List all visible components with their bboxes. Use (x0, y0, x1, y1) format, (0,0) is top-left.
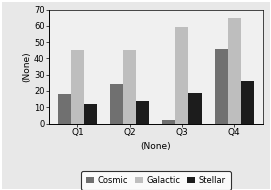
Bar (123, 50, 136, 124)
Bar (136, 101, 149, 124)
Bar (110, 84, 123, 124)
X-axis label: (None): (None) (140, 142, 171, 151)
Bar (215, 49, 228, 124)
Bar (188, 93, 202, 124)
Bar (84, 104, 97, 124)
Y-axis label: (None): (None) (22, 51, 31, 82)
Bar (162, 120, 175, 124)
Legend: Cosmic, Galactic, Stellar: Cosmic, Galactic, Stellar (81, 171, 231, 190)
Bar (175, 27, 188, 124)
Bar (58, 94, 71, 124)
Bar (71, 50, 84, 124)
Bar (228, 18, 241, 124)
Bar (241, 81, 254, 124)
